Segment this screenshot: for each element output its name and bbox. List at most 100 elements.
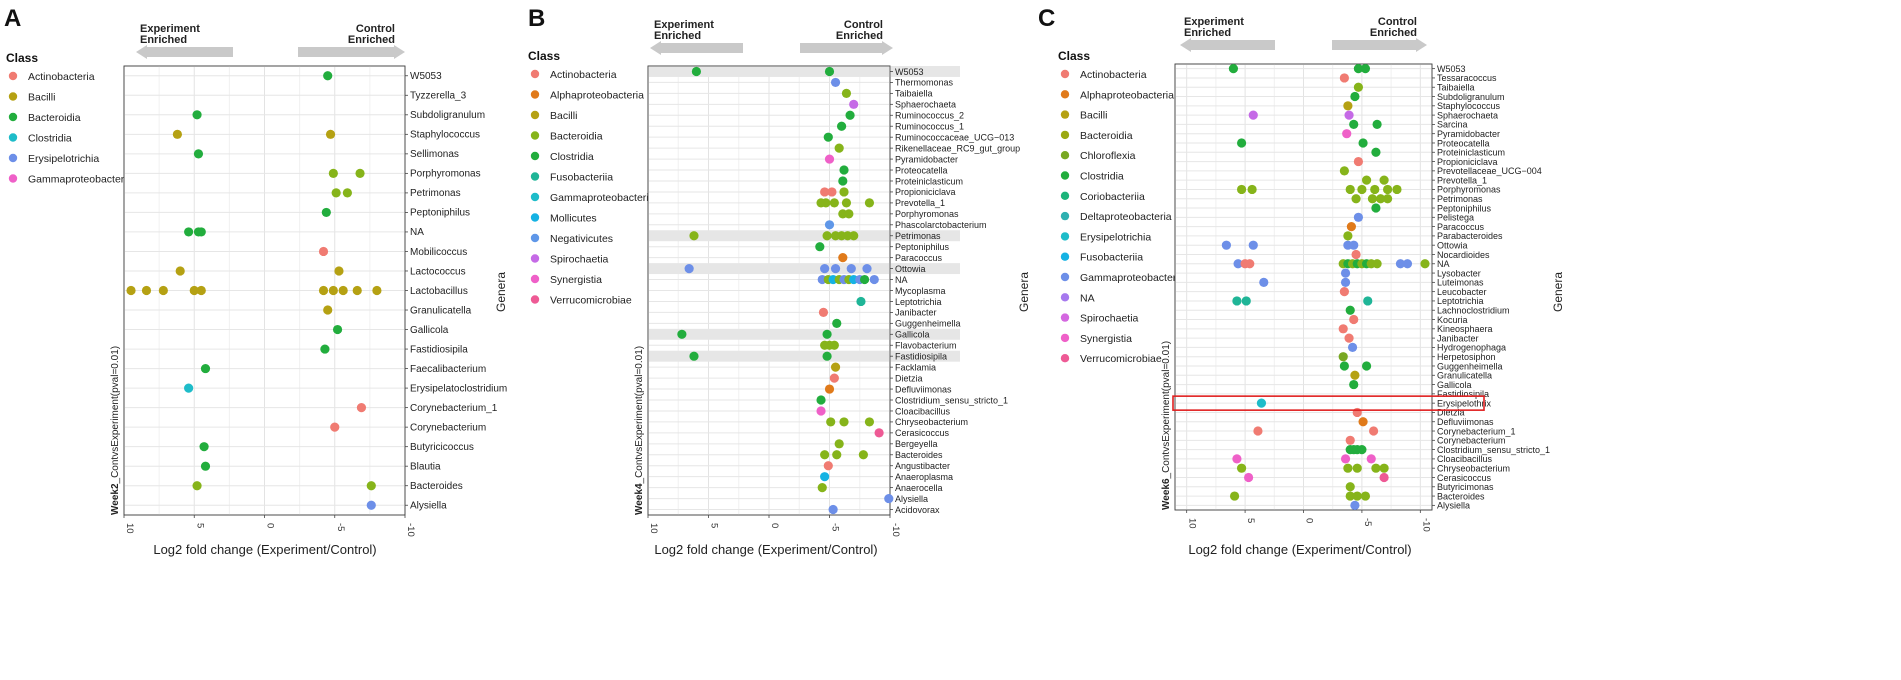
y-tick-label: Subdoligranulum bbox=[410, 110, 485, 121]
y-tick-label: Ruminococcaceae_UCG−013 bbox=[895, 132, 1014, 142]
legend-item: Synergistia bbox=[1080, 333, 1132, 345]
data-point bbox=[1344, 110, 1354, 120]
data-point bbox=[839, 165, 849, 175]
data-point bbox=[1233, 259, 1243, 269]
y-tick-label: Dietzia bbox=[895, 373, 923, 383]
data-point bbox=[1253, 426, 1263, 436]
data-point bbox=[1352, 407, 1362, 418]
y-tick-label: Bacteroides bbox=[1437, 491, 1485, 501]
data-point bbox=[200, 461, 211, 471]
data-point bbox=[1360, 64, 1371, 74]
genera-axis-title: Genera bbox=[494, 272, 508, 312]
y-tick-label: W5053 bbox=[1437, 64, 1466, 74]
y-tick-label: Bacteroides bbox=[410, 481, 463, 492]
data-point bbox=[1340, 277, 1351, 287]
legend-item: Alphaproteobacteria bbox=[550, 90, 644, 102]
x-axis-title: Log2 fold change (Experiment/Control) bbox=[1188, 542, 1411, 557]
data-point bbox=[1370, 184, 1380, 195]
data-point bbox=[184, 227, 194, 237]
y-tick-label: Bacteroides bbox=[895, 450, 943, 460]
y-tick-label: Lactobacillus bbox=[410, 286, 468, 297]
legend-dot bbox=[8, 133, 18, 142]
legend-item: Bacteroidia bbox=[550, 131, 603, 143]
legend-item: Actinobacteria bbox=[28, 71, 95, 83]
y-tick-label: Petrimonas bbox=[1437, 194, 1483, 204]
y-tick-label: W5053 bbox=[895, 67, 924, 77]
x-tick-label: -5 bbox=[1362, 518, 1373, 526]
genera-axis-title: Genera bbox=[1017, 272, 1031, 312]
data-point bbox=[1346, 222, 1356, 232]
legend-item: Clostridia bbox=[550, 151, 594, 163]
legend-dot bbox=[1060, 90, 1070, 99]
y-tick-label: Petrimonas bbox=[410, 188, 461, 199]
y-tick-label: Porphyromonas bbox=[895, 209, 959, 219]
x-tick-label: 5 bbox=[709, 523, 720, 528]
x-tick-label: -10 bbox=[1420, 518, 1431, 532]
experiment-label: Experiment bbox=[140, 23, 200, 35]
legend-item: Actinobacteria bbox=[550, 69, 617, 81]
data-point bbox=[1371, 147, 1381, 157]
y-tick-label: Nocardioides bbox=[1437, 250, 1490, 260]
data-point bbox=[1228, 64, 1239, 74]
y-tick-label: Leucobacter bbox=[1437, 287, 1487, 297]
legend-dot bbox=[8, 153, 18, 163]
data-point bbox=[200, 363, 211, 374]
y-tick-label: Erysipelothrix bbox=[1437, 398, 1492, 408]
data-point bbox=[141, 285, 152, 296]
y-tick-label: Faecalibacterium bbox=[410, 364, 486, 375]
data-point bbox=[1343, 463, 1353, 473]
control-arrow bbox=[800, 41, 893, 55]
y-tick-label: Mobilicoccus bbox=[410, 247, 467, 258]
data-point bbox=[199, 442, 209, 452]
y-tick-label: Granulicatella bbox=[410, 305, 472, 316]
data-point bbox=[828, 504, 838, 515]
legend-item: Fusobacteriia bbox=[1080, 252, 1143, 264]
data-point bbox=[884, 493, 894, 504]
y-tick-label: Lachnoclostridium bbox=[1437, 306, 1510, 316]
legend-dot bbox=[1060, 272, 1070, 282]
data-point bbox=[1350, 91, 1360, 102]
enriched-label: Enriched bbox=[836, 30, 883, 42]
x-tick-label: 5 bbox=[194, 523, 205, 528]
data-point bbox=[193, 149, 204, 159]
data-point bbox=[1357, 184, 1367, 195]
panel-c: C ExperimentEnrichedControlEnrichedClassA… bbox=[1038, 5, 1565, 557]
legend-item: Deltaproteobacteria bbox=[1080, 211, 1172, 223]
data-point bbox=[1241, 296, 1251, 306]
data-point bbox=[830, 362, 841, 372]
y-tick-label: Leptotrichia bbox=[1437, 296, 1484, 306]
data-point bbox=[366, 481, 376, 491]
data-point bbox=[1358, 138, 1368, 148]
y-tick-label: Clostridium_sensu_stricto_1 bbox=[895, 395, 1008, 405]
y-tick-label: Petrimonas bbox=[895, 231, 941, 241]
y-tick-label: Alysiella bbox=[410, 501, 447, 512]
y-tick-label: Pyramidobacter bbox=[895, 154, 958, 164]
data-point bbox=[1232, 296, 1242, 306]
data-point bbox=[841, 88, 852, 98]
data-point bbox=[1349, 119, 1359, 129]
control-arrow bbox=[298, 45, 405, 59]
data-point bbox=[822, 329, 832, 339]
data-point bbox=[1248, 240, 1258, 250]
legend-dot bbox=[530, 254, 540, 263]
data-point bbox=[1367, 194, 1378, 204]
data-point bbox=[1343, 101, 1353, 111]
y-tick-label: Prevotella_1 bbox=[1437, 175, 1487, 185]
data-point bbox=[323, 305, 333, 315]
data-point bbox=[366, 500, 376, 510]
y-tick-label: Taibaiella bbox=[1437, 83, 1475, 93]
data-point bbox=[328, 285, 338, 296]
data-point bbox=[1345, 491, 1355, 501]
data-point bbox=[1350, 500, 1360, 510]
data-point bbox=[1383, 184, 1393, 195]
data-point bbox=[849, 99, 859, 109]
panel-y-label: Week4_ContvsExperiment(pval=0.01) bbox=[634, 346, 645, 515]
y-tick-label: Ruminococcus_1 bbox=[895, 122, 964, 132]
data-point bbox=[1340, 268, 1351, 278]
y-tick-label: Thermomonas bbox=[895, 78, 954, 88]
data-point bbox=[845, 110, 855, 120]
x-axis-title: Log2 fold change (Experiment/Control) bbox=[654, 542, 877, 557]
y-tick-label: Sarcina bbox=[1437, 120, 1468, 130]
data-point bbox=[352, 285, 362, 296]
legend-item: Erysipelotrichia bbox=[28, 153, 99, 165]
